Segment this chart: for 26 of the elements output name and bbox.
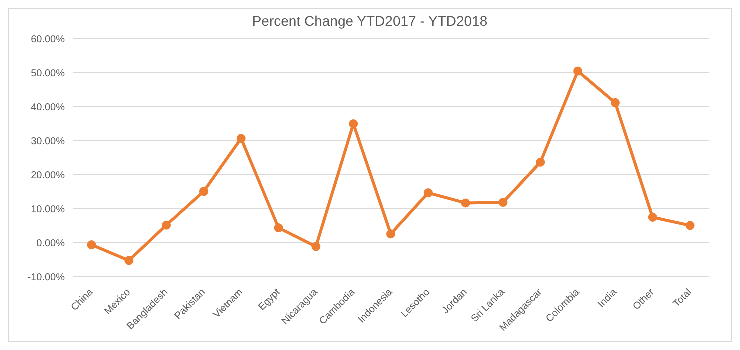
point bbox=[349, 120, 358, 128]
point bbox=[574, 66, 583, 76]
point bbox=[274, 224, 284, 233]
point bbox=[162, 220, 172, 230]
chart-title: Percent Change YTD2017 - YTD2018 bbox=[251, 12, 489, 31]
y-tick-label: -10.00% bbox=[28, 272, 66, 284]
point bbox=[386, 230, 396, 239]
point bbox=[461, 198, 470, 208]
point bbox=[124, 256, 134, 266]
point bbox=[686, 221, 695, 230]
point bbox=[312, 242, 321, 252]
point bbox=[424, 188, 433, 198]
point bbox=[87, 240, 96, 250]
point bbox=[536, 158, 546, 167]
y-tick-label: 20.00% bbox=[31, 170, 66, 182]
point bbox=[610, 98, 620, 108]
point bbox=[236, 134, 246, 144]
point bbox=[498, 198, 508, 208]
point bbox=[648, 213, 658, 222]
y-tick-label: 10.00% bbox=[31, 204, 66, 216]
point bbox=[199, 187, 208, 196]
y-tick-label: 0.00% bbox=[36, 238, 66, 250]
y-tick-label: 40.00% bbox=[31, 102, 66, 114]
y-tick-label: 30.00% bbox=[31, 136, 66, 148]
y-tick-label: 50.00% bbox=[31, 68, 66, 80]
y-tick-label: 60.00% bbox=[31, 34, 66, 46]
